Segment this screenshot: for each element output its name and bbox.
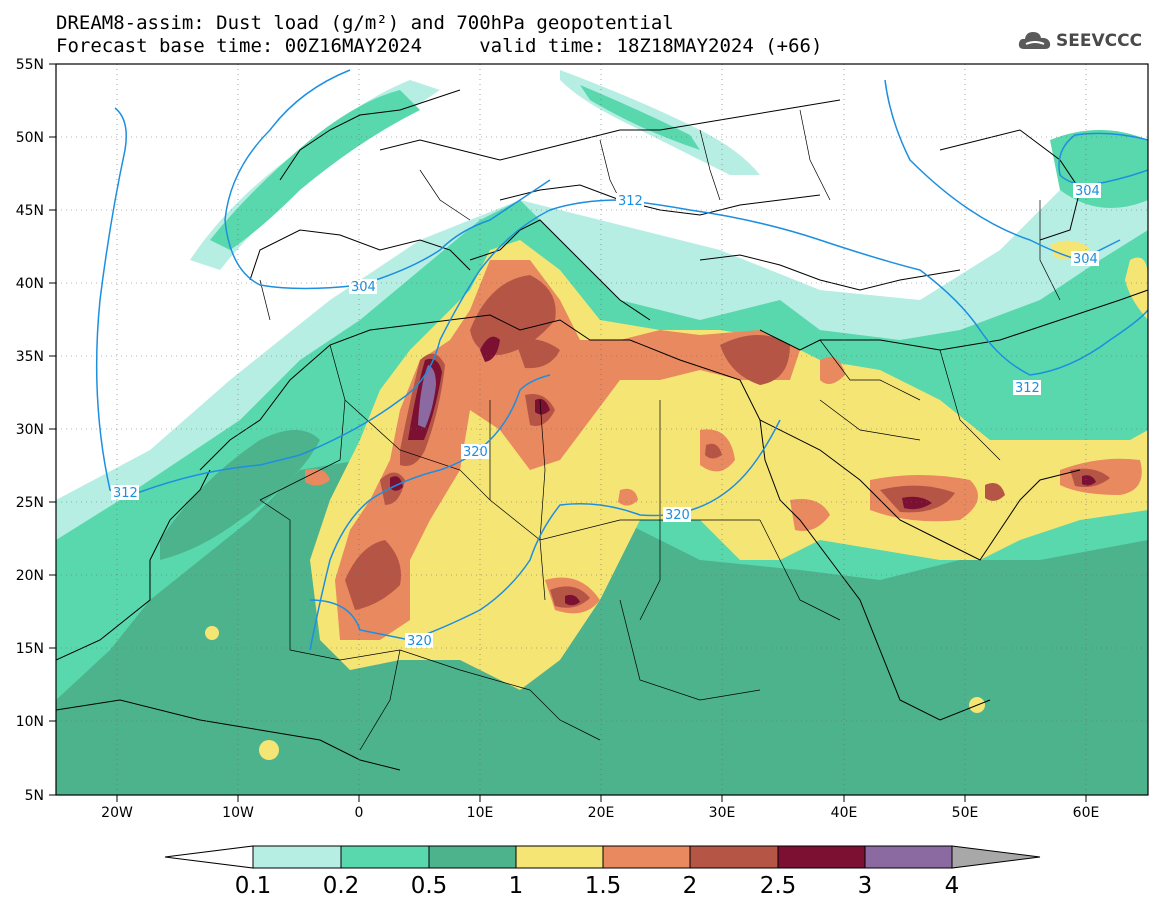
lat-tick-label: 35N: [16, 349, 44, 365]
lon-tick-label: 10E: [467, 805, 494, 821]
colorbar-high-arrow: [951, 845, 1041, 869]
lon-tick-label: 0: [355, 805, 364, 821]
axis-ticks: [49, 63, 1087, 802]
contour-label-304-north-caspian: 304: [1075, 184, 1100, 199]
contour-label-320-egypt: 320: [665, 508, 690, 523]
colorbar-label: 0.5: [411, 873, 448, 899]
dust-level-1.5: [335, 260, 800, 640]
lon-tick-label: 30E: [709, 805, 736, 821]
colorbar-labels: 0.1 0.2 0.5 1 1.5 2 2.5 3 4: [235, 873, 960, 899]
contour-label-304-west: 304: [351, 280, 376, 295]
lat-tick-label: 55N: [16, 57, 44, 73]
lon-tick-label: 20E: [588, 805, 615, 821]
colorbar-swatch: [777, 845, 866, 869]
colorbar-label: 0.2: [323, 873, 360, 899]
contour-label-312-north: 312: [618, 194, 643, 209]
lat-tick-label: 10N: [16, 714, 44, 730]
colorbar-swatch: [689, 845, 779, 869]
contour-label-320-sahara: 320: [463, 445, 488, 460]
contour-label-304-caspian: 304: [1073, 252, 1098, 267]
contour-labels: 312 304 320 320 320 312 304 312 304: [111, 183, 1101, 649]
lat-tick-label: 5N: [25, 788, 44, 804]
lon-tick-label: 60E: [1073, 805, 1100, 821]
dust-field: 312 304 320 320 320 312 304 312 304: [56, 64, 1148, 795]
colorbar-swatch: [602, 845, 691, 869]
colorbar-label: 1.5: [585, 873, 622, 899]
colorbar-label: 1: [509, 873, 524, 899]
longitude-labels: 20W 10W 0 10E 20E 30E 40E 50E 60E: [101, 805, 1099, 821]
colorbar-swatch: [515, 845, 604, 869]
contour-label-312-atlantic: 312: [113, 486, 138, 501]
colorbar-swatch: [428, 845, 517, 869]
colorbar-swatch: [340, 845, 430, 869]
cloud-icon: [1018, 32, 1051, 49]
dust-level-3: [418, 365, 436, 428]
colorbar-swatch: [864, 845, 953, 869]
forecast-time-line: Forecast base time: 00Z16MAY2024 valid t…: [56, 35, 823, 57]
lon-tick-label: 50E: [952, 805, 979, 821]
lat-tick-label: 15N: [16, 641, 44, 657]
graticule: [56, 64, 1148, 795]
latitude-labels: 55N 50N 45N 40N 35N 30N 25N 20N 15N 10N …: [16, 57, 44, 804]
seevccc-logo: SEEVCCC: [1018, 27, 1142, 55]
colorbar-swatch: [252, 845, 342, 869]
lat-tick-label: 30N: [16, 422, 44, 438]
map-title: DREAM8-assim: Dust load (g/m²) and 700hP…: [56, 12, 674, 34]
lon-tick-label: 10W: [222, 805, 254, 821]
colorbar: [164, 845, 1041, 869]
lon-tick-label: 40E: [831, 805, 858, 821]
colorbar-label: 0.1: [235, 873, 272, 899]
colorbar-label: 2.5: [760, 873, 797, 899]
lat-tick-label: 20N: [16, 568, 44, 584]
colorbar-label: 3: [858, 873, 873, 899]
lon-tick-label: 20W: [101, 805, 133, 821]
colorbar-low-arrow: [164, 845, 254, 869]
lat-tick-label: 50N: [16, 130, 44, 146]
colorbar-label: 2: [683, 873, 698, 899]
contour-label-320-sahel: 320: [407, 634, 432, 649]
logo-text: SEEVCCC: [1056, 31, 1143, 51]
lat-tick-label: 45N: [16, 203, 44, 219]
colorbar-label: 4: [945, 873, 960, 899]
country-borders: [259, 109, 1061, 751]
lat-tick-label: 40N: [16, 276, 44, 292]
contour-label-312-east: 312: [1015, 381, 1040, 396]
lat-tick-label: 25N: [16, 495, 44, 511]
